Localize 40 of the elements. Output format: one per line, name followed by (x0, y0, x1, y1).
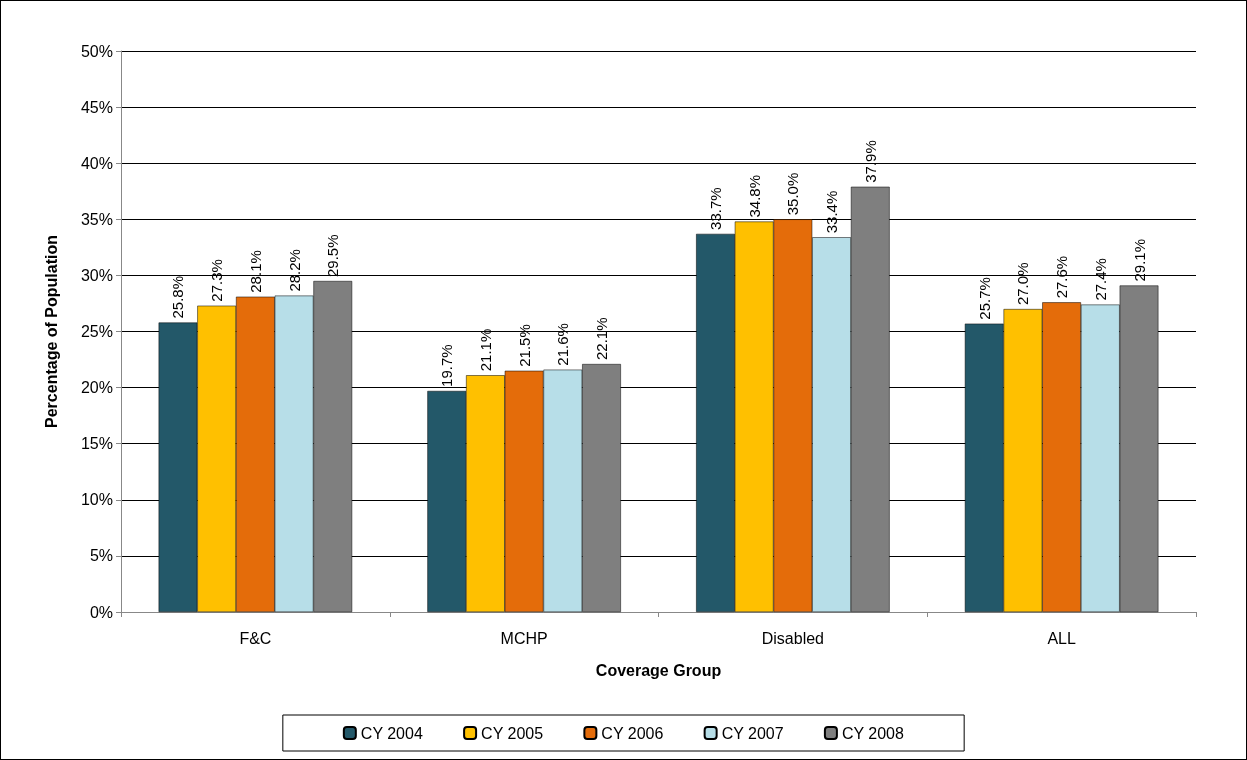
data-label: 35.0% (784, 172, 802, 216)
legend-label: CY 2006 (601, 724, 664, 742)
y-tick-label: 50% (80, 42, 113, 60)
y-tick-label: 20% (80, 379, 113, 397)
y-tick-label: 5% (89, 547, 113, 565)
data-label: 25.8% (169, 275, 187, 319)
x-tick-label: ALL (1047, 629, 1076, 647)
y-tick-label: 10% (80, 491, 113, 509)
data-label: 27.4% (1091, 258, 1109, 301)
data-label: 33.4% (823, 190, 841, 234)
data-label: 28.1% (246, 250, 264, 293)
data-label: 37.9% (861, 140, 879, 183)
y-tick-label: 15% (80, 435, 113, 453)
data-label: 29.5% (324, 234, 342, 278)
legend-label: CY 2007 (721, 724, 784, 742)
data-label: 19.7% (438, 344, 456, 387)
legend-label: CY 2004 (360, 724, 423, 742)
y-axis-title: Percentage of Population (42, 235, 60, 428)
data-label: 22.1% (593, 317, 611, 361)
data-label: 21.1% (476, 328, 494, 372)
data-label: 21.6% (554, 323, 572, 366)
y-tick-label: 40% (80, 154, 113, 172)
y-tick-label: 35% (80, 210, 113, 228)
x-tick-label: F&C (239, 629, 272, 647)
y-tick-label: 25% (80, 323, 113, 340)
y-tick-label: 0% (89, 603, 113, 621)
y-tick-label: 45% (80, 98, 113, 116)
data-label: 27.0% (1014, 262, 1032, 306)
data-label: 28.2% (285, 249, 303, 292)
data-label: 33.7% (706, 187, 724, 230)
x-axis-title: Coverage Group (595, 661, 722, 679)
data-label: 27.3% (208, 259, 226, 302)
x-tick-label: MCHP (500, 629, 548, 647)
data-label: 25.7% (975, 277, 993, 320)
legend-label: CY 2005 (481, 724, 544, 742)
data-label: 21.5% (515, 324, 533, 367)
data-label: 34.8% (745, 175, 763, 218)
legend-label: CY 2008 (841, 724, 904, 742)
y-tick-label: 30% (80, 266, 113, 284)
x-tick-label: Disabled (761, 629, 825, 647)
